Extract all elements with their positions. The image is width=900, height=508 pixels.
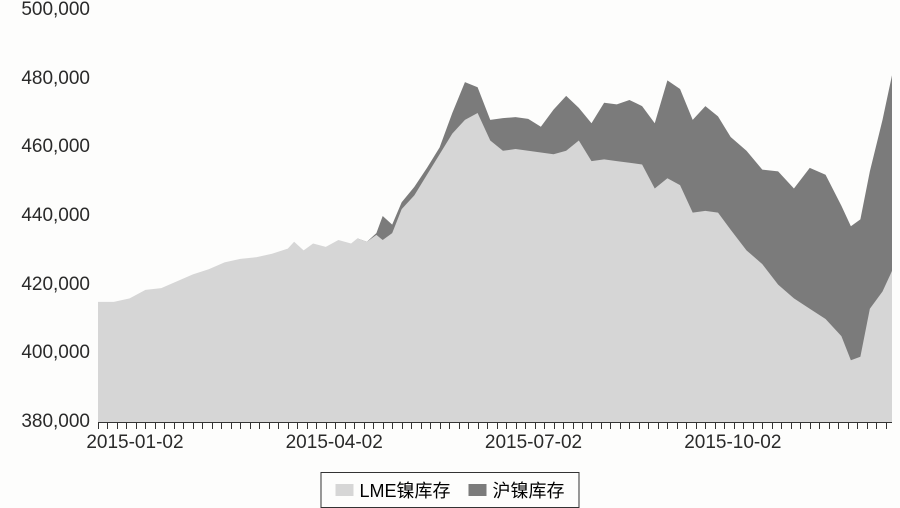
x-minor-tick — [591, 422, 592, 429]
x-minor-tick — [193, 422, 194, 429]
legend: LME镍库存 沪镍库存 — [320, 472, 579, 508]
x-minor-tick — [658, 422, 659, 429]
x-tick-label: 2015-04-02 — [286, 422, 383, 454]
legend-item: 沪镍库存 — [469, 477, 565, 503]
x-minor-tick — [848, 422, 849, 429]
x-minor-tick — [212, 422, 213, 429]
y-tick-label: 440,000 — [21, 205, 98, 227]
x-minor-tick — [411, 422, 412, 429]
x-tick-label: 2015-01-02 — [86, 422, 183, 454]
x-minor-tick — [183, 422, 184, 429]
x-minor-tick — [648, 422, 649, 429]
x-minor-tick — [857, 422, 858, 429]
legend-swatch — [335, 484, 353, 496]
x-minor-tick — [886, 422, 887, 429]
legend-label: 沪镍库存 — [493, 477, 565, 503]
x-minor-tick — [459, 422, 460, 429]
x-minor-tick — [421, 422, 422, 429]
x-minor-tick — [838, 422, 839, 429]
x-minor-tick — [449, 422, 450, 429]
x-minor-tick — [240, 422, 241, 429]
x-minor-tick — [601, 422, 602, 429]
x-minor-tick — [231, 422, 232, 429]
x-minor-tick — [402, 422, 403, 429]
plot-area: 380,000400,000420,000440,000460,000480,0… — [98, 10, 892, 422]
x-minor-tick — [392, 422, 393, 429]
x-minor-tick — [259, 422, 260, 429]
x-minor-tick — [430, 422, 431, 429]
y-tick-label: 400,000 — [21, 342, 98, 364]
x-minor-tick — [383, 422, 384, 429]
x-minor-tick — [468, 422, 469, 429]
x-minor-tick — [876, 422, 877, 429]
y-tick-label: 460,000 — [21, 136, 98, 158]
x-minor-tick — [440, 422, 441, 429]
x-minor-tick — [819, 422, 820, 429]
legend-swatch — [469, 484, 487, 496]
x-minor-tick — [781, 422, 782, 429]
x-minor-tick — [221, 422, 222, 429]
y-tick-label: 480,000 — [21, 68, 98, 90]
legend-item: LME镍库存 — [335, 477, 450, 503]
legend-label: LME镍库存 — [359, 477, 450, 503]
y-tick-label: 500,000 — [21, 0, 98, 21]
x-tick-label: 2015-07-02 — [485, 422, 582, 454]
x-minor-tick — [800, 422, 801, 429]
x-minor-tick — [620, 422, 621, 429]
area-layers — [98, 10, 892, 422]
x-minor-tick — [610, 422, 611, 429]
x-minor-tick — [639, 422, 640, 429]
x-minor-tick — [791, 422, 792, 429]
x-minor-tick — [829, 422, 830, 429]
x-minor-tick — [582, 422, 583, 429]
x-minor-tick — [478, 422, 479, 429]
x-minor-tick — [677, 422, 678, 429]
x-minor-tick — [810, 422, 811, 429]
x-minor-tick — [667, 422, 668, 429]
nickel-inventory-chart: 380,000400,000420,000440,000460,000480,0… — [0, 0, 900, 505]
x-tick-label: 2015-10-02 — [684, 422, 781, 454]
y-tick-label: 420,000 — [21, 274, 98, 296]
x-minor-tick — [629, 422, 630, 429]
x-minor-tick — [867, 422, 868, 429]
x-minor-tick — [250, 422, 251, 429]
x-minor-tick — [202, 422, 203, 429]
x-minor-tick — [269, 422, 270, 429]
x-minor-tick — [278, 422, 279, 429]
